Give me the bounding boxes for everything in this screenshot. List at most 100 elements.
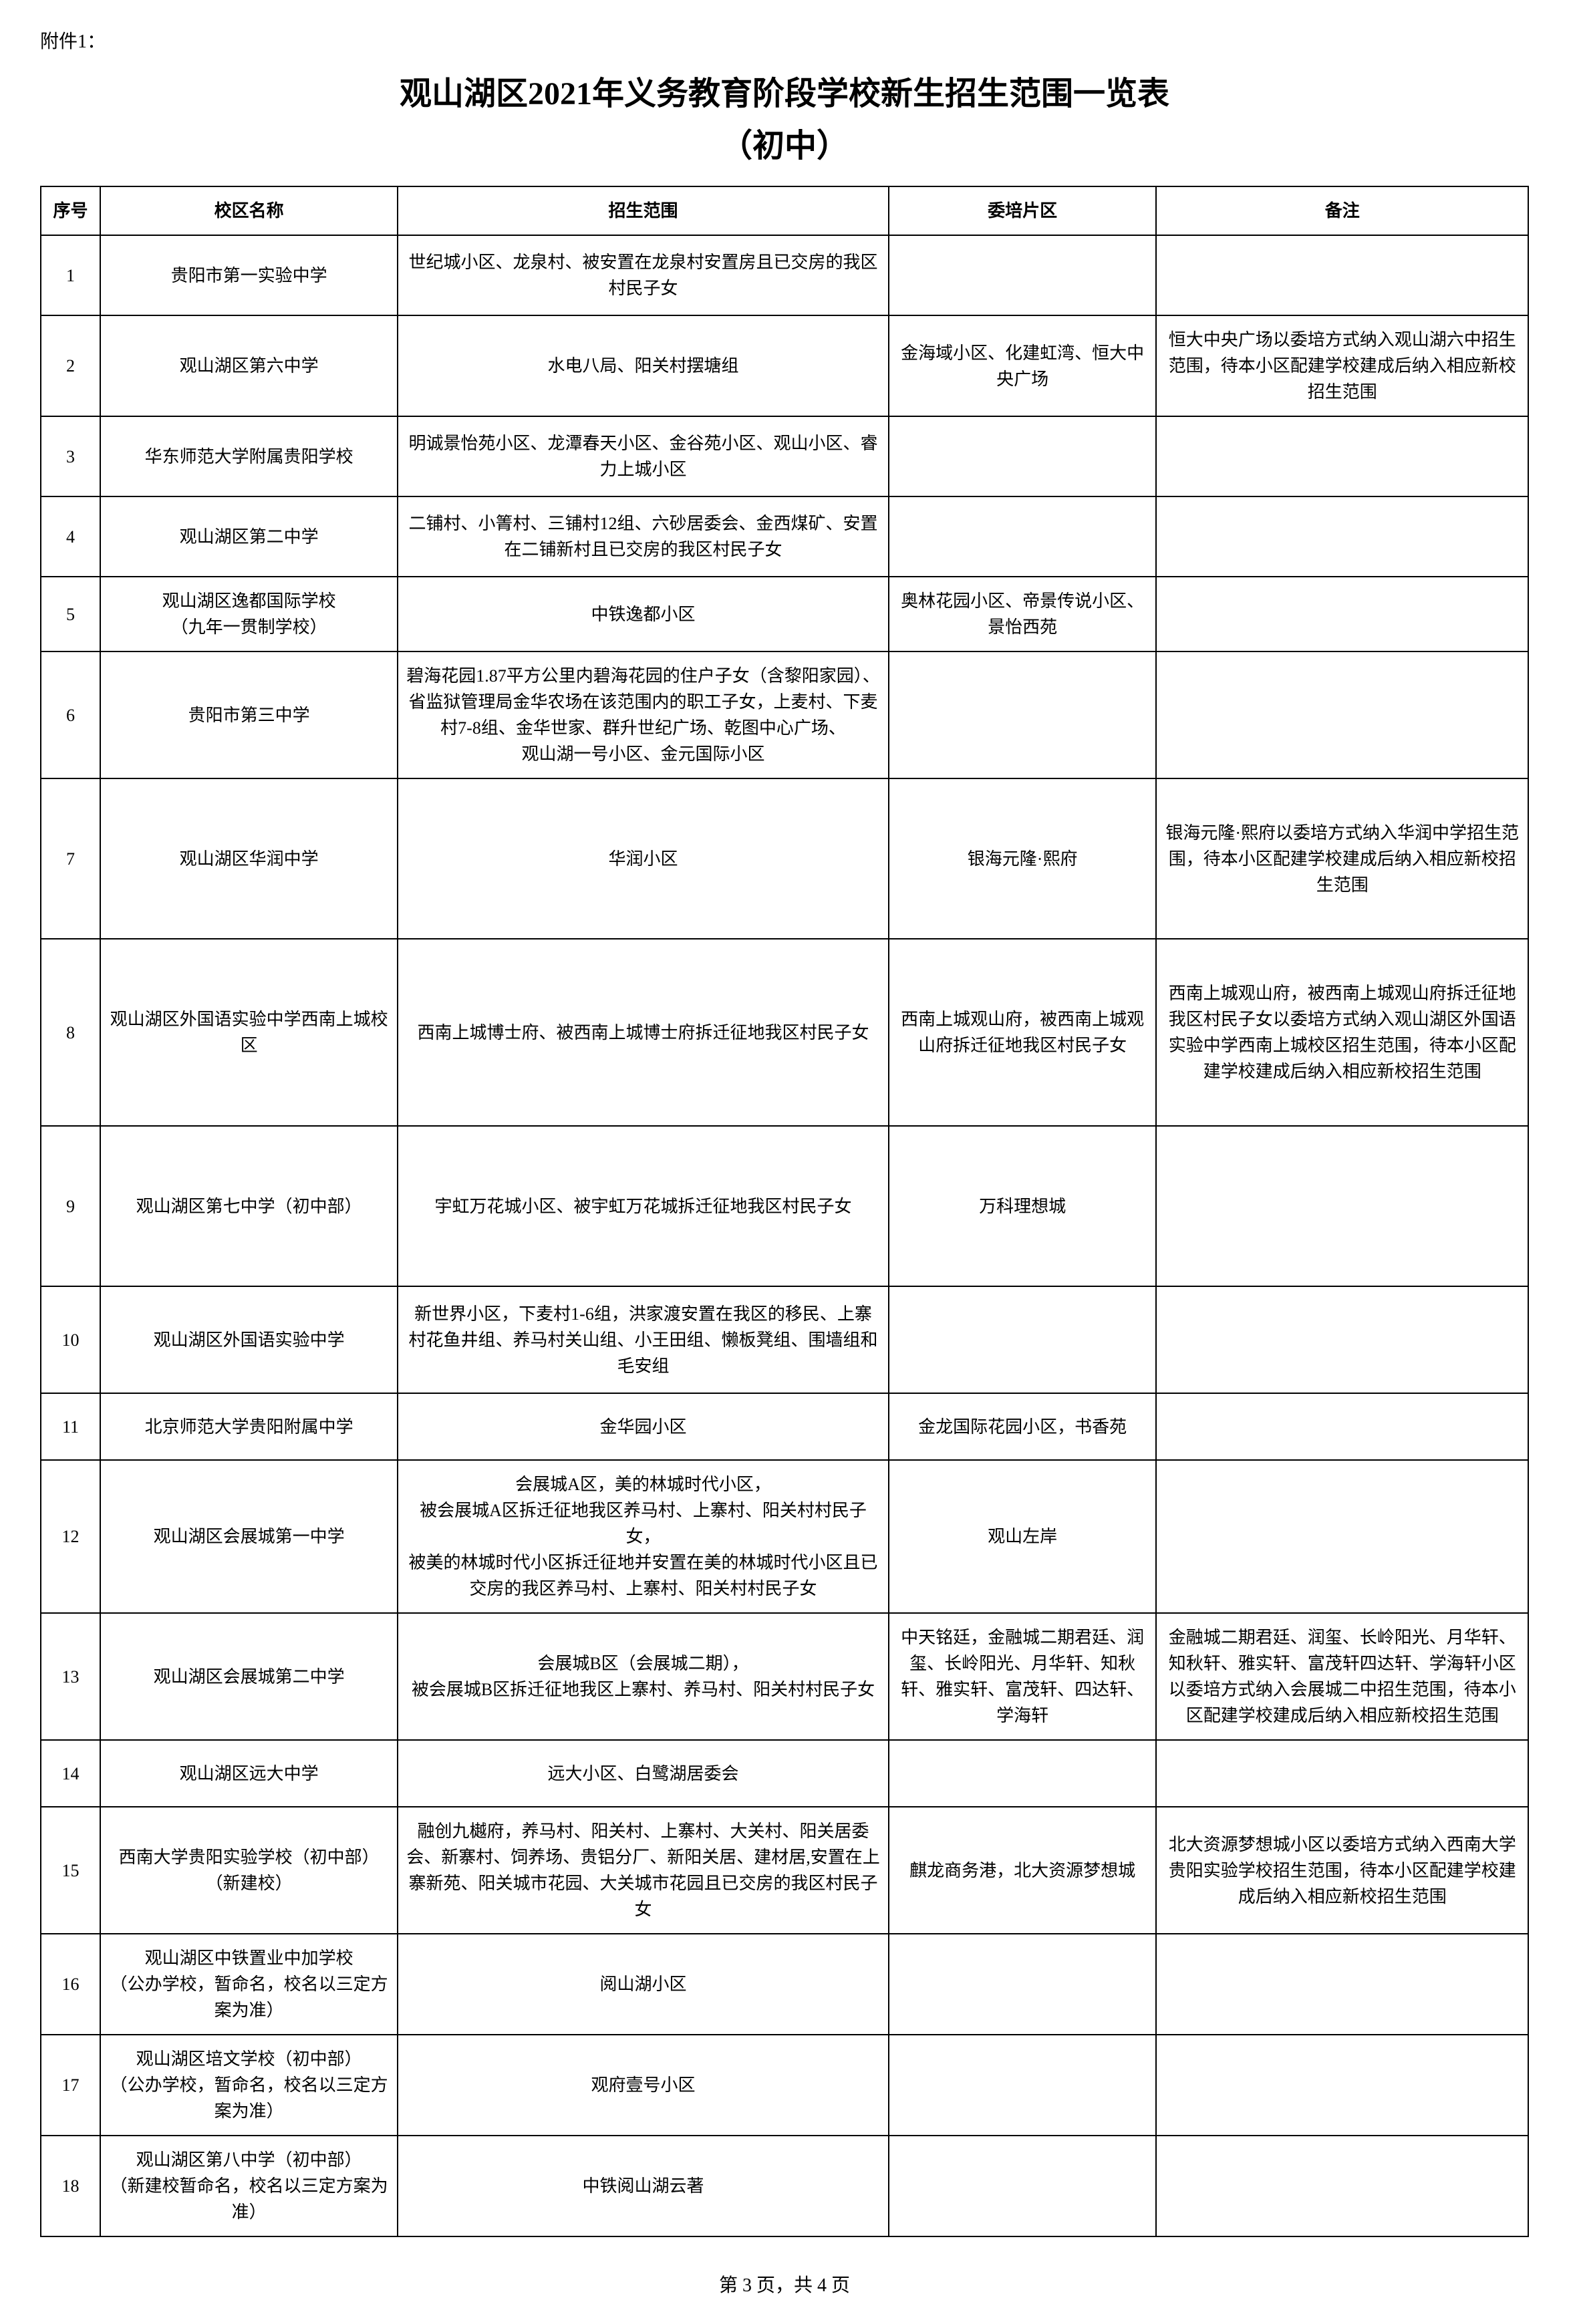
header-school: 校区名称: [100, 186, 398, 235]
cell-scope: 西南上城博士府、被西南上城博士府拆迁征地我区村民子女: [398, 939, 889, 1126]
cell-delegate: 银海元隆·熙府: [889, 778, 1157, 939]
cell-seq: 13: [41, 1613, 100, 1740]
cell-seq: 2: [41, 315, 100, 416]
cell-remark: 恒大中央广场以委培方式纳入观山湖六中招生范围，待本小区配建学校建成后纳入相应新校…: [1156, 315, 1528, 416]
table-header-row: 序号 校区名称 招生范围 委培片区 备注: [41, 186, 1528, 235]
cell-seq: 6: [41, 651, 100, 778]
cell-school: 观山湖区外国语实验中学西南上城校区: [100, 939, 398, 1126]
header-scope: 招生范围: [398, 186, 889, 235]
cell-scope: 二铺村、小箐村、三铺村12组、六砂居委会、金西煤矿、安置在二铺新村且已交房的我区…: [398, 496, 889, 577]
cell-scope: 碧海花园1.87平方公里内碧海花园的住户子女（含黎阳家园）、省监狱管理局金华农场…: [398, 651, 889, 778]
cell-scope: 金华园小区: [398, 1393, 889, 1460]
cell-seq: 11: [41, 1393, 100, 1460]
cell-school: 北京师范大学贵阳附属中学: [100, 1393, 398, 1460]
cell-delegate: 金龙国际花园小区，书香苑: [889, 1393, 1157, 1460]
table-row: 15西南大学贵阳实验学校（初中部）（新建校）融创九樾府，养马村、阳关村、上寨村、…: [41, 1807, 1528, 1934]
table-row: 16观山湖区中铁置业中加学校 （公办学校，暂命名，校名以三定方案为准）阅山湖小区: [41, 1934, 1528, 2035]
cell-remark: [1156, 1393, 1528, 1460]
page-title: 观山湖区2021年义务教育阶段学校新生招生范围一览表: [40, 67, 1529, 114]
cell-delegate: [889, 496, 1157, 577]
cell-delegate: [889, 2035, 1157, 2136]
cell-scope: 中铁逸都小区: [398, 577, 889, 651]
cell-remark: 银海元隆·熙府以委培方式纳入华润中学招生范围，待本小区配建学校建成后纳入相应新校…: [1156, 778, 1528, 939]
table-row: 4观山湖区第二中学二铺村、小箐村、三铺村12组、六砂居委会、金西煤矿、安置在二铺…: [41, 496, 1528, 577]
cell-delegate: 奥林花园小区、帝景传说小区、景怡西苑: [889, 577, 1157, 651]
cell-seq: 7: [41, 778, 100, 939]
cell-delegate: 万科理想城: [889, 1126, 1157, 1286]
cell-scope: 远大小区、白鹭湖居委会: [398, 1740, 889, 1807]
cell-school: 贵阳市第三中学: [100, 651, 398, 778]
attachment-label: 附件1：: [40, 27, 1529, 53]
table-row: 6贵阳市第三中学碧海花园1.87平方公里内碧海花园的住户子女（含黎阳家园）、省监…: [41, 651, 1528, 778]
cell-school: 观山湖区会展城第二中学: [100, 1613, 398, 1740]
cell-scope: 中铁阅山湖云著: [398, 2136, 889, 2236]
cell-delegate: 金海域小区、化建虹湾、恒大中央广场: [889, 315, 1157, 416]
cell-remark: 金融城二期君廷、润玺、长岭阳光、月华轩、知秋轩、雅实轩、富茂轩四达轩、学海轩小区…: [1156, 1613, 1528, 1740]
cell-delegate: [889, 416, 1157, 496]
table-row: 10观山湖区外国语实验中学新世界小区，下麦村1-6组，洪家渡安置在我区的移民、上…: [41, 1286, 1528, 1393]
cell-remark: [1156, 577, 1528, 651]
header-remark: 备注: [1156, 186, 1528, 235]
table-row: 14观山湖区远大中学远大小区、白鹭湖居委会: [41, 1740, 1528, 1807]
cell-delegate: [889, 1934, 1157, 2035]
cell-school: 观山湖区远大中学: [100, 1740, 398, 1807]
cell-seq: 12: [41, 1460, 100, 1613]
cell-delegate: [889, 2136, 1157, 2236]
cell-seq: 3: [41, 416, 100, 496]
page-footer: 第 3 页，共 4 页: [40, 2271, 1529, 2297]
cell-school: 观山湖区第二中学: [100, 496, 398, 577]
cell-seq: 14: [41, 1740, 100, 1807]
table-row: 11北京师范大学贵阳附属中学金华园小区金龙国际花园小区，书香苑: [41, 1393, 1528, 1460]
cell-remark: [1156, 235, 1528, 315]
cell-seq: 4: [41, 496, 100, 577]
cell-seq: 8: [41, 939, 100, 1126]
table-row: 17观山湖区培文学校（初中部） （公办学校，暂命名，校名以三定方案为准）观府壹号…: [41, 2035, 1528, 2136]
cell-remark: [1156, 2136, 1528, 2236]
cell-scope: 阅山湖小区: [398, 1934, 889, 2035]
cell-scope: 华润小区: [398, 778, 889, 939]
cell-seq: 10: [41, 1286, 100, 1393]
cell-school: 观山湖区中铁置业中加学校 （公办学校，暂命名，校名以三定方案为准）: [100, 1934, 398, 2035]
cell-school: 观山湖区会展城第一中学: [100, 1460, 398, 1613]
cell-school: 观山湖区华润中学: [100, 778, 398, 939]
cell-remark: [1156, 1740, 1528, 1807]
cell-seq: 18: [41, 2136, 100, 2236]
cell-remark: [1156, 496, 1528, 577]
table-row: 12观山湖区会展城第一中学会展城A区，美的林城时代小区， 被会展城A区拆迁征地我…: [41, 1460, 1528, 1613]
cell-delegate: 观山左岸: [889, 1460, 1157, 1613]
cell-school: 华东师范大学附属贵阳学校: [100, 416, 398, 496]
cell-remark: 西南上城观山府，被西南上城观山府拆迁征地我区村民子女以委培方式纳入观山湖区外国语…: [1156, 939, 1528, 1126]
cell-school: 观山湖区第七中学（初中部）: [100, 1126, 398, 1286]
cell-remark: [1156, 1460, 1528, 1613]
cell-seq: 15: [41, 1807, 100, 1934]
cell-scope: 会展城B区（会展城二期）， 被会展城B区拆迁征地我区上寨村、养马村、阳关村村民子…: [398, 1613, 889, 1740]
cell-scope: 水电八局、阳关村摆塘组: [398, 315, 889, 416]
cell-delegate: [889, 235, 1157, 315]
cell-scope: 融创九樾府，养马村、阳关村、上寨村、大关村、阳关居委会、新寨村、饲养场、贵铝分厂…: [398, 1807, 889, 1934]
table-row: 5观山湖区逸都国际学校 （九年一贯制学校）中铁逸都小区奥林花园小区、帝景传说小区…: [41, 577, 1528, 651]
cell-remark: 北大资源梦想城小区以委培方式纳入西南大学贵阳实验学校招生范围，待本小区配建学校建…: [1156, 1807, 1528, 1934]
table-row: 13观山湖区会展城第二中学会展城B区（会展城二期）， 被会展城B区拆迁征地我区上…: [41, 1613, 1528, 1740]
cell-seq: 5: [41, 577, 100, 651]
cell-school: 观山湖区第六中学: [100, 315, 398, 416]
cell-seq: 9: [41, 1126, 100, 1286]
cell-school: 西南大学贵阳实验学校（初中部）（新建校）: [100, 1807, 398, 1934]
table-row: 2观山湖区第六中学水电八局、阳关村摆塘组金海域小区、化建虹湾、恒大中央广场恒大中…: [41, 315, 1528, 416]
cell-school: 贵阳市第一实验中学: [100, 235, 398, 315]
table-row: 9观山湖区第七中学（初中部）宇虹万花城小区、被宇虹万花城拆迁征地我区村民子女万科…: [41, 1126, 1528, 1286]
table-row: 18观山湖区第八中学（初中部） （新建校暂命名，校名以三定方案为准）中铁阅山湖云…: [41, 2136, 1528, 2236]
cell-seq: 1: [41, 235, 100, 315]
cell-delegate: [889, 651, 1157, 778]
cell-scope: 宇虹万花城小区、被宇虹万花城拆迁征地我区村民子女: [398, 1126, 889, 1286]
cell-remark: [1156, 651, 1528, 778]
enrollment-table: 序号 校区名称 招生范围 委培片区 备注 1贵阳市第一实验中学世纪城小区、龙泉村…: [40, 186, 1529, 2237]
table-row: 8观山湖区外国语实验中学西南上城校区西南上城博士府、被西南上城博士府拆迁征地我区…: [41, 939, 1528, 1126]
cell-delegate: 麒龙商务港，北大资源梦想城: [889, 1807, 1157, 1934]
page-subtitle: （初中）: [40, 119, 1529, 166]
header-seq: 序号: [41, 186, 100, 235]
header-delegate: 委培片区: [889, 186, 1157, 235]
cell-scope: 明诚景怡苑小区、龙潭春天小区、金谷苑小区、观山小区、睿力上城小区: [398, 416, 889, 496]
cell-scope: 新世界小区，下麦村1-6组，洪家渡安置在我区的移民、上寨村花鱼井组、养马村关山组…: [398, 1286, 889, 1393]
cell-seq: 16: [41, 1934, 100, 2035]
cell-delegate: 西南上城观山府，被西南上城观山府拆迁征地我区村民子女: [889, 939, 1157, 1126]
